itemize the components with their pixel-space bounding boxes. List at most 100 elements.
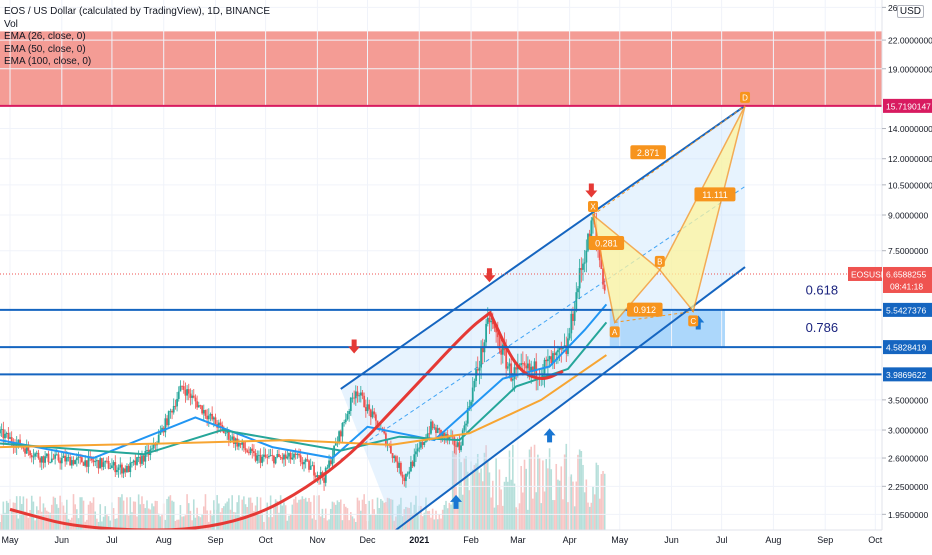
candle xyxy=(476,369,479,371)
candle xyxy=(306,459,309,461)
volume-bar xyxy=(298,499,300,530)
candle xyxy=(418,447,421,449)
volume-bar xyxy=(126,497,128,530)
volume-bar xyxy=(451,450,454,530)
candle xyxy=(284,454,287,459)
candle xyxy=(528,363,531,371)
candle xyxy=(288,453,290,457)
candle xyxy=(121,464,123,474)
candle xyxy=(453,437,456,446)
volume-bar xyxy=(211,515,213,530)
candle xyxy=(152,443,155,449)
candle xyxy=(411,461,414,467)
volume-bar xyxy=(116,518,118,530)
ema-50-label[interactable]: EMA (50, close, 0) xyxy=(4,43,86,55)
candle xyxy=(167,411,170,426)
volume-bar xyxy=(101,521,103,530)
candle xyxy=(126,465,128,473)
volume-bar xyxy=(590,502,593,530)
candle xyxy=(2,429,5,439)
volume-bar xyxy=(507,481,509,530)
candle xyxy=(598,249,601,261)
candle xyxy=(415,451,417,455)
candle xyxy=(490,320,493,323)
candle xyxy=(166,418,168,426)
volume-bar xyxy=(465,456,467,530)
volume-bar xyxy=(294,496,297,530)
candle xyxy=(273,455,275,464)
volume-bar xyxy=(137,494,140,530)
y-tick-label: 12.0000000 xyxy=(888,154,932,164)
volume-indicator-label[interactable]: Vol xyxy=(4,18,18,30)
ema-100-label[interactable]: EMA (100, close, 0) xyxy=(4,56,92,67)
volume-bar xyxy=(361,499,364,530)
candle xyxy=(100,458,103,467)
ema-line-0[interactable] xyxy=(0,303,608,460)
candle xyxy=(224,432,227,434)
volume-bar xyxy=(81,497,83,530)
candle xyxy=(338,431,341,443)
candle xyxy=(600,260,603,269)
volume-bar xyxy=(156,500,158,530)
channel-upper-line[interactable] xyxy=(340,105,746,390)
volume-bar xyxy=(52,496,55,530)
candle xyxy=(189,393,192,398)
candle xyxy=(114,462,117,473)
volume-bar xyxy=(99,504,102,530)
volume-bar xyxy=(0,513,3,530)
volume-bar xyxy=(147,508,150,530)
volume-bar xyxy=(537,454,539,530)
candle xyxy=(136,457,138,465)
volume-bar xyxy=(468,490,471,530)
candle xyxy=(391,453,394,459)
candle xyxy=(466,408,469,424)
price-mark-badge xyxy=(883,302,932,317)
volume-bar xyxy=(580,450,583,530)
volume-bar xyxy=(172,501,175,530)
candle xyxy=(104,460,107,463)
candle xyxy=(258,454,260,456)
candle xyxy=(221,424,224,429)
candle xyxy=(383,430,386,434)
ema-line-2[interactable] xyxy=(0,354,607,449)
cup-arc-curve[interactable] xyxy=(9,311,491,532)
ratio-label: 0.281 xyxy=(595,239,618,249)
channel-median-line xyxy=(340,186,746,460)
volume-bar xyxy=(199,517,202,530)
candle xyxy=(500,349,503,355)
candle xyxy=(495,328,498,333)
candle xyxy=(530,366,533,371)
volume-bar xyxy=(221,508,223,530)
fib-level-label: 0.786 xyxy=(806,320,839,335)
candle xyxy=(117,467,120,471)
candle xyxy=(231,436,234,440)
candle xyxy=(246,450,249,453)
volume-bar xyxy=(2,501,5,530)
candle xyxy=(239,442,242,445)
candle xyxy=(274,457,277,464)
candle xyxy=(85,460,88,467)
candle xyxy=(49,461,52,463)
candle xyxy=(480,346,482,368)
volume-bar xyxy=(353,518,355,530)
volume-bar xyxy=(503,481,506,530)
candle xyxy=(426,433,429,440)
currency-badge[interactable]: USD xyxy=(896,5,924,18)
candle xyxy=(410,461,412,472)
volume-bar xyxy=(246,506,249,530)
candle xyxy=(184,389,187,396)
candle xyxy=(533,361,536,370)
candle xyxy=(159,431,162,435)
volume-bar xyxy=(154,500,157,530)
volume-bar xyxy=(600,474,603,530)
ema-26-label[interactable]: EMA (26, close, 0) xyxy=(4,31,86,42)
candle xyxy=(42,456,45,463)
volume-bar xyxy=(461,494,464,530)
volume-bar xyxy=(239,516,242,530)
volume-bar xyxy=(209,510,212,530)
candle xyxy=(583,262,586,264)
candle xyxy=(82,462,85,466)
volume-bar xyxy=(15,496,18,530)
candle xyxy=(493,324,496,329)
